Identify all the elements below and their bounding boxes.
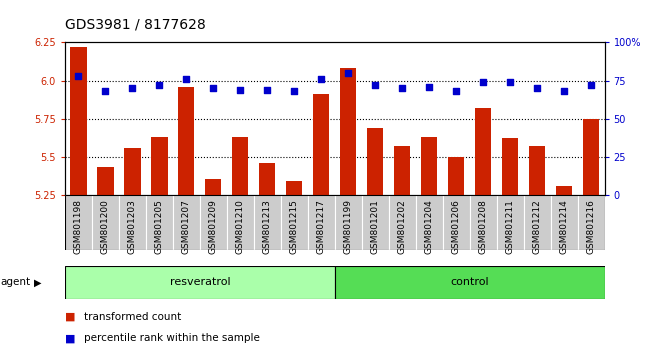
Bar xyxy=(389,195,416,250)
Bar xyxy=(551,195,577,250)
Bar xyxy=(70,47,86,195)
Text: GSM801212: GSM801212 xyxy=(532,199,541,254)
Bar xyxy=(151,137,168,195)
Point xyxy=(208,85,218,91)
Bar xyxy=(340,68,356,195)
Text: GSM801208: GSM801208 xyxy=(478,199,488,254)
Bar xyxy=(124,148,140,195)
Bar xyxy=(173,195,200,250)
Bar xyxy=(335,195,361,250)
Point xyxy=(397,85,408,91)
Point xyxy=(532,85,542,91)
Bar xyxy=(205,179,222,195)
Point xyxy=(100,88,110,94)
Bar xyxy=(497,195,524,250)
Bar xyxy=(232,137,248,195)
Bar xyxy=(259,163,276,195)
Text: resveratrol: resveratrol xyxy=(170,277,230,287)
Bar xyxy=(524,195,551,250)
Point xyxy=(586,82,596,88)
Text: GSM801202: GSM801202 xyxy=(398,199,407,254)
Point xyxy=(451,88,462,94)
Point xyxy=(73,73,84,79)
Text: ▶: ▶ xyxy=(34,277,42,287)
Text: GSM801215: GSM801215 xyxy=(290,199,299,254)
Bar xyxy=(470,195,497,250)
Text: GSM801211: GSM801211 xyxy=(506,199,515,254)
Bar xyxy=(394,146,410,195)
Bar xyxy=(65,266,335,299)
Point xyxy=(370,82,380,88)
Text: ■: ■ xyxy=(65,312,75,322)
Bar xyxy=(416,195,443,250)
Bar xyxy=(254,195,281,250)
Text: GSM801206: GSM801206 xyxy=(452,199,461,254)
Text: ■: ■ xyxy=(65,333,75,343)
Point xyxy=(262,87,272,92)
Text: agent: agent xyxy=(1,277,31,287)
Point xyxy=(127,85,138,91)
Point xyxy=(154,82,164,88)
Text: GSM801214: GSM801214 xyxy=(560,199,569,254)
Text: control: control xyxy=(450,277,489,287)
Text: GSM801213: GSM801213 xyxy=(263,199,272,254)
Text: percentile rank within the sample: percentile rank within the sample xyxy=(84,333,261,343)
Bar xyxy=(361,195,389,250)
Bar xyxy=(475,108,491,195)
Bar xyxy=(308,195,335,250)
Bar xyxy=(178,87,194,195)
Text: GSM801209: GSM801209 xyxy=(209,199,218,254)
Text: GSM801201: GSM801201 xyxy=(370,199,380,254)
Text: GDS3981 / 8177628: GDS3981 / 8177628 xyxy=(65,18,206,32)
Text: GSM801199: GSM801199 xyxy=(344,199,353,254)
Bar xyxy=(577,195,605,250)
Text: GSM801210: GSM801210 xyxy=(236,199,245,254)
Point xyxy=(478,79,488,85)
Text: GSM801207: GSM801207 xyxy=(182,199,191,254)
Bar xyxy=(92,195,119,250)
Point xyxy=(181,76,192,82)
Text: transformed count: transformed count xyxy=(84,312,182,322)
Bar xyxy=(146,195,173,250)
Text: GSM801205: GSM801205 xyxy=(155,199,164,254)
Bar xyxy=(200,195,227,250)
Bar xyxy=(556,185,572,195)
Bar xyxy=(98,167,114,195)
Text: GSM801203: GSM801203 xyxy=(128,199,137,254)
Bar xyxy=(421,137,437,195)
Text: GSM801217: GSM801217 xyxy=(317,199,326,254)
Point xyxy=(235,87,246,92)
Point xyxy=(559,88,569,94)
Bar xyxy=(281,195,308,250)
Bar xyxy=(227,195,254,250)
Text: GSM801216: GSM801216 xyxy=(586,199,595,254)
Text: GSM801198: GSM801198 xyxy=(74,199,83,254)
Point xyxy=(343,70,354,76)
Bar xyxy=(119,195,146,250)
Bar xyxy=(286,181,302,195)
Bar xyxy=(367,128,383,195)
Bar xyxy=(335,266,604,299)
Bar xyxy=(65,195,92,250)
Point xyxy=(316,76,326,82)
Point xyxy=(289,88,300,94)
Text: GSM801200: GSM801200 xyxy=(101,199,110,254)
Point xyxy=(424,84,434,90)
Bar xyxy=(443,195,470,250)
Bar xyxy=(448,156,464,195)
Bar xyxy=(502,138,518,195)
Bar xyxy=(529,146,545,195)
Text: GSM801204: GSM801204 xyxy=(424,199,434,254)
Bar xyxy=(313,94,330,195)
Point xyxy=(505,79,515,85)
Bar xyxy=(583,119,599,195)
